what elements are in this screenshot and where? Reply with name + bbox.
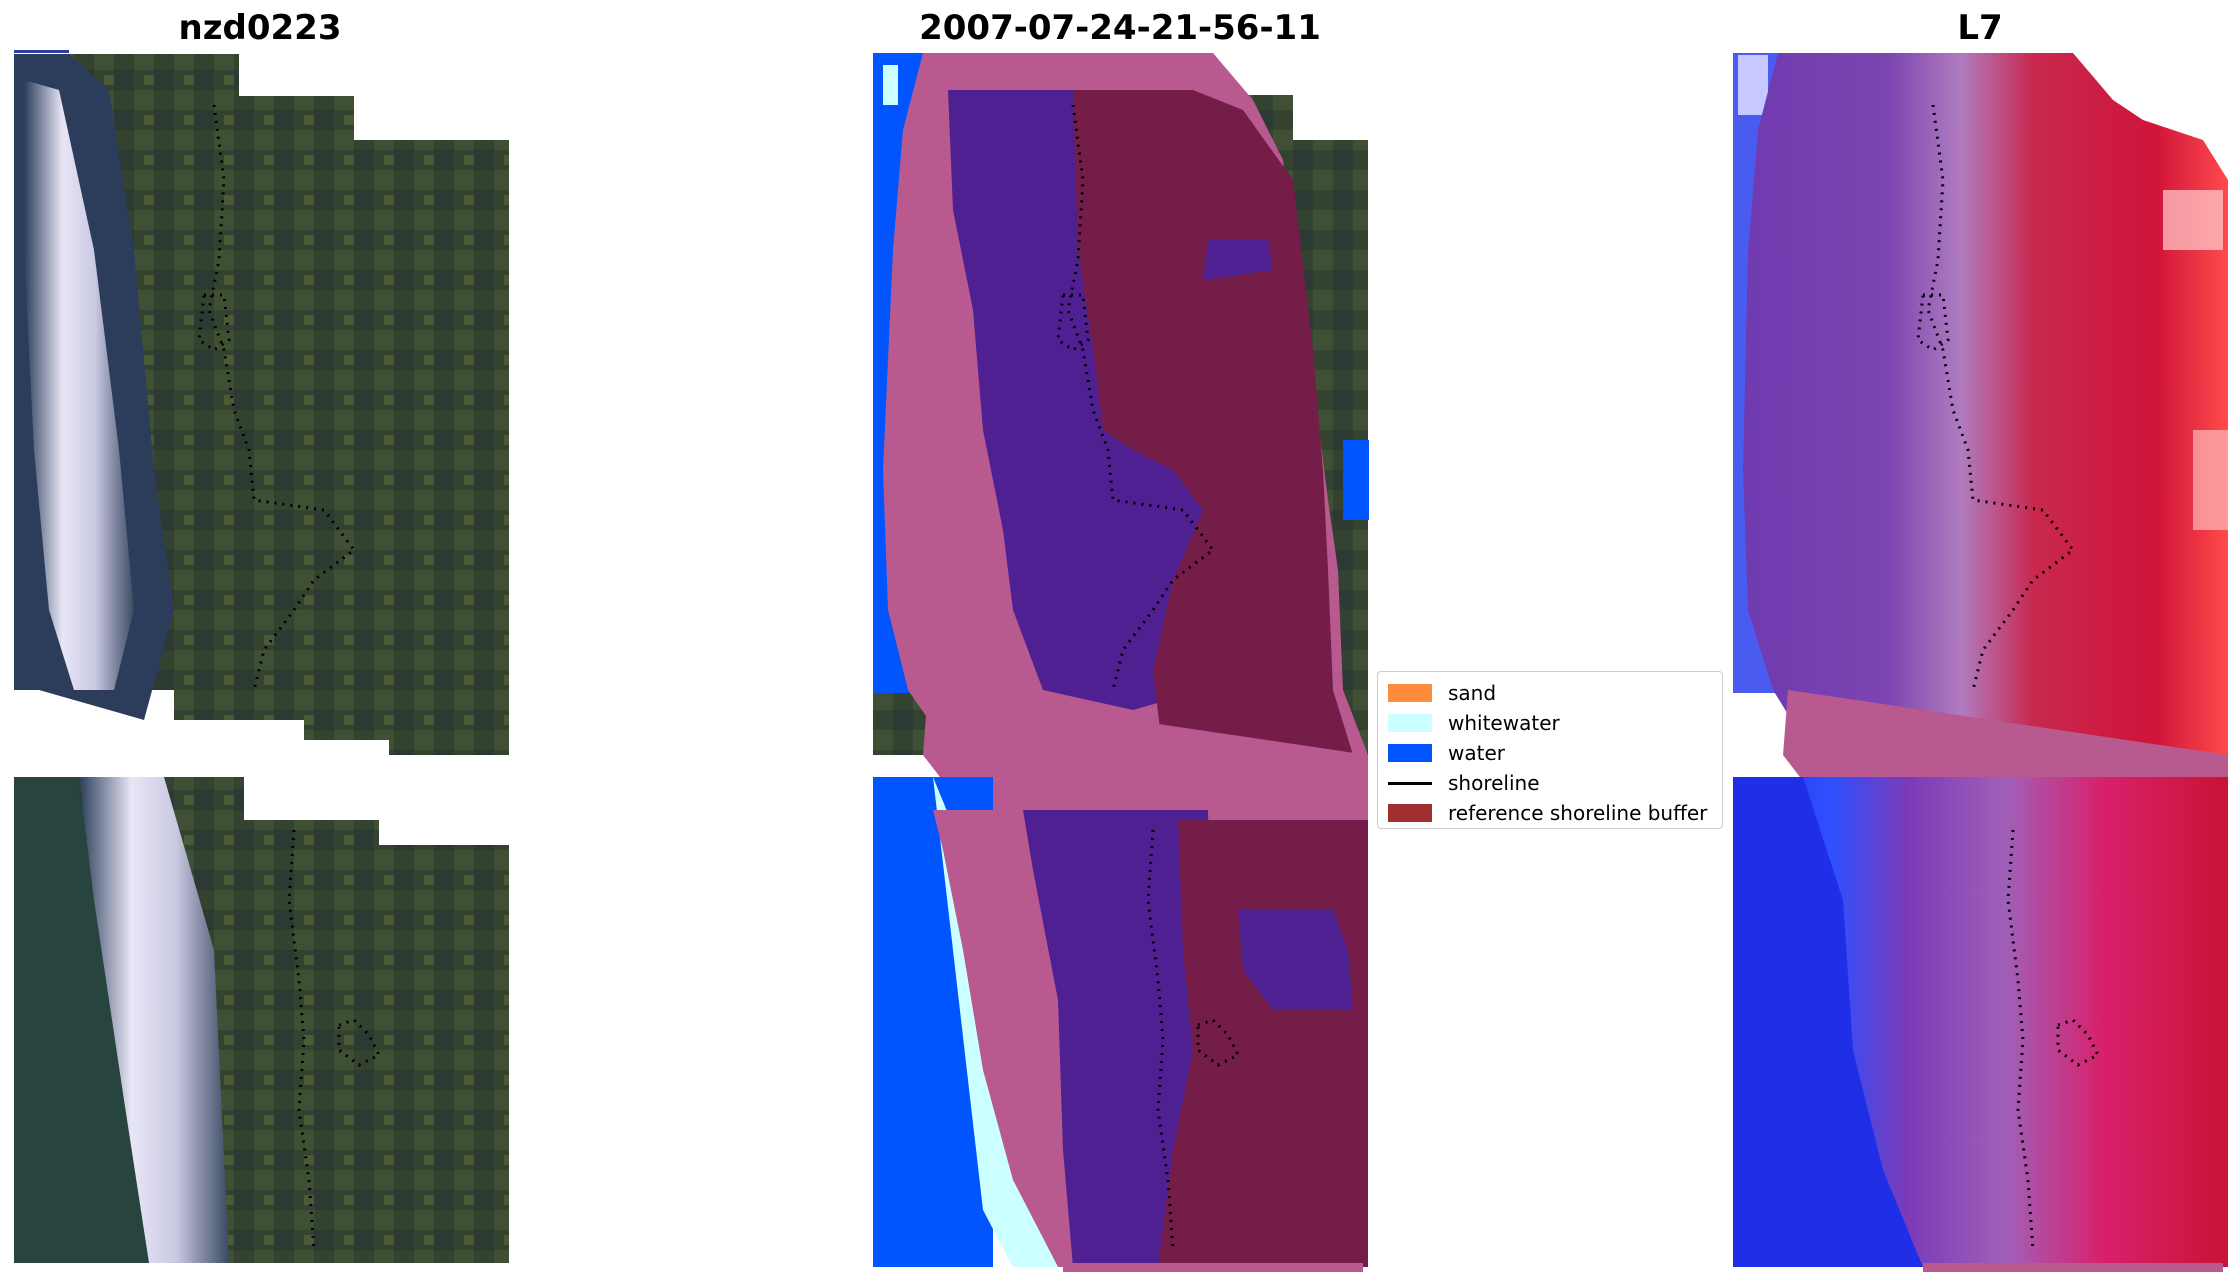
class-bottom-block: [873, 777, 1368, 1272]
legend-item-sand: sand: [1388, 678, 1712, 708]
index-shoreline-pond: [1916, 293, 1950, 352]
legend-label-sand: sand: [1448, 681, 1497, 705]
legend-label-whitewater: whitewater: [1448, 711, 1560, 735]
rgb-shoreline-pond: [197, 293, 231, 352]
legend-swatch-sand: [1388, 684, 1432, 702]
legend: sand whitewater water shoreline referenc…: [1377, 671, 1723, 829]
legend-item-reference-buffer: reference shoreline buffer: [1388, 798, 1712, 828]
legend-label-reference-buffer: reference shoreline buffer: [1448, 801, 1708, 825]
panel-title-index: L7: [1957, 8, 2003, 48]
index-bottom-block: [1733, 777, 2228, 1272]
class-shoreline-pond: [1056, 293, 1090, 352]
classification-panel: [873, 53, 1369, 1272]
legend-swatch-whitewater: [1388, 714, 1432, 732]
rgb-bottom-block: [14, 777, 509, 1263]
legend-item-shoreline: shoreline: [1388, 768, 1712, 798]
legend-label-water: water: [1448, 741, 1505, 765]
legend-line-shoreline: [1388, 781, 1432, 785]
legend-item-whitewater: whitewater: [1388, 708, 1712, 738]
index-top-block: [1733, 53, 2228, 755]
legend-item-water: water: [1388, 738, 1712, 768]
index-image-panel: [1733, 53, 2228, 1272]
legend-label-shoreline: shoreline: [1448, 771, 1540, 795]
rgb-top-block: [14, 50, 509, 755]
legend-swatch-reference-buffer: [1388, 804, 1432, 822]
class-buffer-band: [923, 690, 1368, 840]
rgb-image-panel: [14, 50, 509, 1263]
class-top-block: [873, 53, 1369, 755]
legend-swatch-water: [1388, 744, 1432, 762]
panel-title-classification: 2007-07-24-21-56-11: [919, 8, 1321, 48]
panel-title-rgb: nzd0223: [178, 8, 342, 48]
